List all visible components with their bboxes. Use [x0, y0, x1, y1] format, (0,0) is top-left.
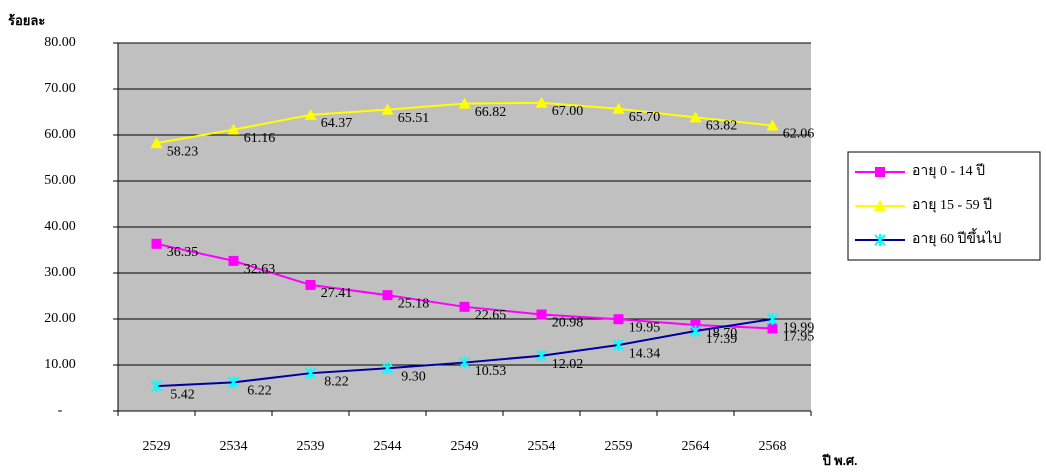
data-label: 18.70	[706, 326, 738, 341]
data-label: 8.22	[324, 374, 349, 389]
marker	[767, 323, 778, 334]
y-tick-label: 10.00	[44, 357, 76, 372]
y-tick-label: 80.00	[44, 35, 76, 50]
x-tick-label: 2529	[143, 439, 171, 454]
x-tick-label: 2554	[528, 439, 556, 454]
marker	[689, 325, 702, 338]
y-tick-label: 40.00	[44, 219, 76, 234]
marker	[227, 376, 240, 389]
data-label: 6.22	[247, 384, 272, 399]
marker	[874, 234, 886, 246]
data-label: 14.34	[629, 346, 661, 361]
data-label: 67.00	[552, 104, 584, 119]
legend-label: อายุ 0 - 14 ปี	[912, 163, 985, 179]
marker	[150, 380, 163, 393]
marker	[689, 111, 702, 123]
marker	[874, 200, 886, 211]
marker	[304, 367, 317, 380]
y-tick-label: 60.00	[44, 127, 76, 142]
data-label: 12.02	[552, 357, 584, 372]
data-label: 9.30	[401, 369, 426, 384]
data-label: 36.35	[167, 245, 199, 260]
marker	[227, 123, 240, 135]
marker	[766, 119, 779, 131]
marker	[150, 137, 163, 149]
x-tick-label: 2568	[759, 439, 787, 454]
y-tick-label: 30.00	[44, 265, 76, 280]
data-label: 5.42	[170, 387, 195, 402]
marker	[535, 96, 548, 108]
marker	[612, 102, 625, 114]
marker	[459, 301, 470, 312]
x-tick-label: 2539	[297, 439, 325, 454]
marker	[458, 356, 471, 369]
y-axis-title: ร้อยละ	[8, 13, 45, 28]
data-label: 22.65	[475, 308, 507, 323]
data-label: 25.18	[398, 296, 430, 311]
marker	[536, 309, 547, 320]
y-tick-label: 20.00	[44, 311, 76, 326]
marker	[535, 349, 548, 362]
data-label: 27.41	[321, 286, 353, 301]
marker	[690, 319, 701, 330]
marker	[228, 255, 239, 266]
marker	[766, 313, 779, 326]
marker	[875, 167, 885, 177]
data-label: 17.95	[783, 330, 815, 345]
data-label: 61.16	[244, 131, 276, 146]
data-label: 63.82	[706, 119, 738, 134]
data-label: 64.37	[321, 116, 353, 131]
marker	[613, 314, 624, 325]
data-label: 62.06	[783, 127, 815, 142]
data-label: 20.98	[552, 316, 584, 331]
legend-label: อายุ 60 ปีขึ้นไป	[912, 228, 1002, 247]
marker	[612, 339, 625, 352]
data-label: 10.53	[475, 364, 507, 379]
marker	[458, 97, 471, 109]
x-tick-label: 2534	[220, 439, 248, 454]
y-tick-label: -	[58, 403, 63, 418]
data-label: 32.63	[244, 262, 276, 277]
x-axis-title: ปี พ.ศ.	[822, 453, 858, 468]
x-tick-label: 2559	[605, 439, 633, 454]
marker	[382, 290, 393, 301]
data-label: 17.39	[706, 332, 738, 347]
x-tick-label: 2544	[374, 439, 402, 454]
marker	[151, 238, 162, 249]
marker	[381, 362, 394, 375]
data-label: 58.23	[167, 144, 199, 159]
data-label: 19.95	[629, 320, 661, 335]
x-tick-label: 2549	[451, 439, 479, 454]
y-tick-label: 50.00	[44, 173, 76, 188]
y-tick-label: 70.00	[44, 81, 76, 96]
data-label: 19.99	[783, 320, 815, 335]
marker	[304, 108, 317, 120]
data-label: 65.70	[629, 110, 661, 125]
x-tick-label: 2564	[682, 439, 710, 454]
legend-label: อายุ 15 - 59 ปี	[912, 197, 992, 213]
marker	[381, 103, 394, 115]
data-label: 66.82	[475, 105, 507, 120]
marker	[305, 279, 316, 290]
data-label: 65.51	[398, 111, 430, 126]
